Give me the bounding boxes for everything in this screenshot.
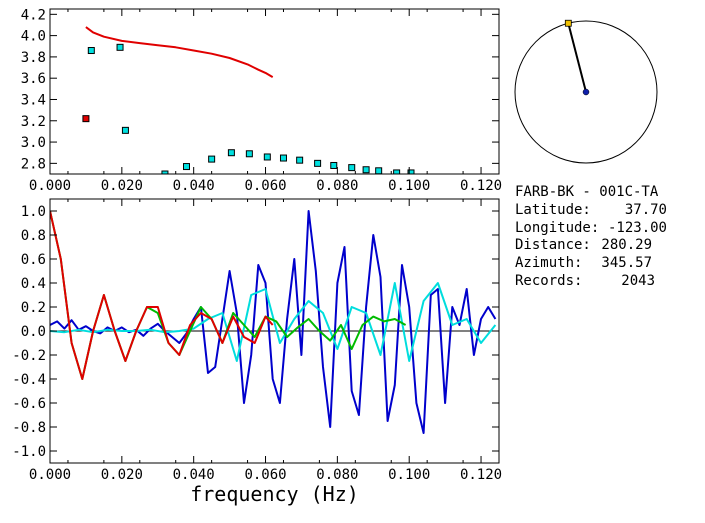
y-tick-label: 0.8 xyxy=(21,228,46,244)
y-tick-label: 3.6 xyxy=(21,71,46,87)
y-tick-label: 2.8 xyxy=(21,156,46,172)
x-tick-label: 0.080 xyxy=(316,467,358,483)
y-tick-label: 0.4 xyxy=(21,276,46,292)
info-row-latitude: Latitude: 37.70 xyxy=(515,202,667,220)
station-name: FARB-BK - 001C-TA xyxy=(515,184,659,200)
y-tick-label: 1.0 xyxy=(21,204,46,220)
azimuth-polar-plot xyxy=(514,19,658,164)
info-value: 37.70 xyxy=(624,201,667,218)
y-tick-label: 4.2 xyxy=(21,7,46,23)
x-tick-label: 0.020 xyxy=(101,178,143,194)
data-point xyxy=(227,149,235,157)
x-tick-label: 0.100 xyxy=(388,178,430,194)
plot-data xyxy=(82,26,415,174)
data-point xyxy=(296,156,304,164)
info-value: 280.29 xyxy=(601,237,652,254)
x-axis-label: frequency (Hz) xyxy=(190,482,359,506)
x-tick-label: 0.120 xyxy=(460,467,502,483)
y-tick-label: 0.6 xyxy=(21,252,46,268)
x-tick-label: 0.060 xyxy=(244,178,286,194)
series-line-3 xyxy=(50,210,274,380)
info-row-longitude: Longitude: -123.00 xyxy=(515,220,667,238)
data-point xyxy=(407,169,415,174)
data-point xyxy=(279,154,287,162)
data-point xyxy=(348,164,356,172)
info-label: Distance: xyxy=(515,237,591,254)
y-tick-label: -0.4 xyxy=(12,372,46,388)
info-label: Latitude: xyxy=(515,201,591,218)
info-value: 2043 xyxy=(621,272,655,289)
data-point xyxy=(245,150,253,158)
info-label: Azimuth: xyxy=(515,255,583,272)
x-tick-label: 0.100 xyxy=(388,467,430,483)
data-point xyxy=(82,115,90,123)
data-point xyxy=(362,166,370,174)
chart-panel-1: 0.000 0.020 0.040 0.060 0.080 0.100 0.120 1.0 0.… xyxy=(12,198,502,506)
y-tick-label: 3.4 xyxy=(21,92,46,108)
x-tick-label: 0.020 xyxy=(101,467,143,483)
y-tick-label: -0.2 xyxy=(12,348,46,364)
plot-frame xyxy=(49,8,500,175)
data-point xyxy=(121,126,129,134)
data-point xyxy=(161,170,169,174)
info-row-azimuth: Azimuth: 345.57 xyxy=(515,255,667,273)
data-point xyxy=(182,163,190,171)
x-tick-label: 0.000 xyxy=(29,467,71,483)
y-tick-label: -0.8 xyxy=(12,420,46,436)
info-value: 345.57 xyxy=(601,255,652,272)
x-tick-label: 0.120 xyxy=(460,178,502,194)
info-row-distance: Distance: 280.29 xyxy=(515,237,667,255)
y-tick-label: -1.0 xyxy=(12,444,46,460)
station-marker xyxy=(564,19,572,27)
y-tick-label: 0.2 xyxy=(21,300,46,316)
data-point xyxy=(208,155,216,163)
y-tick-label: 3.2 xyxy=(21,114,46,130)
y-tick-label: 3.0 xyxy=(21,135,46,151)
azimuth-needle xyxy=(567,22,587,93)
plot-data xyxy=(50,210,497,434)
data-point xyxy=(116,43,124,51)
data-point xyxy=(375,167,383,174)
y-tick-label: -0.6 xyxy=(12,396,46,412)
info-label: Longitude: xyxy=(515,219,600,236)
series-line-1 xyxy=(50,282,497,362)
y-tick-label: 3.8 xyxy=(21,50,46,66)
data-point xyxy=(330,161,338,169)
x-tick-label: 0.040 xyxy=(173,178,215,194)
info-row-records: Records: 2043 xyxy=(515,273,667,291)
data-point xyxy=(263,153,271,161)
x-tick-label: 0.080 xyxy=(316,178,358,194)
y-tick-label: 0.0 xyxy=(21,324,46,340)
info-value: -123.00 xyxy=(607,219,667,236)
center-marker xyxy=(582,88,590,96)
info-label: Records: xyxy=(515,272,583,289)
x-tick-label: 0.060 xyxy=(244,467,286,483)
series-line-0 xyxy=(50,210,497,434)
station-info-panel: FARB-BK - 001C-TA Latitude: 37.70 Longitu… xyxy=(515,184,667,291)
data-point xyxy=(393,169,401,174)
x-tick-label: 0.040 xyxy=(173,467,215,483)
x-tick-label: 0.000 xyxy=(29,178,71,194)
data-point xyxy=(87,47,95,55)
y-tick-label: 4.0 xyxy=(21,29,46,45)
data-point xyxy=(314,159,322,167)
chart-panel-0: 0.000 0.020 0.040 0.060 0.080 0.100 0.120 2.8 3.… xyxy=(21,7,502,194)
series-line-0 xyxy=(85,26,274,78)
